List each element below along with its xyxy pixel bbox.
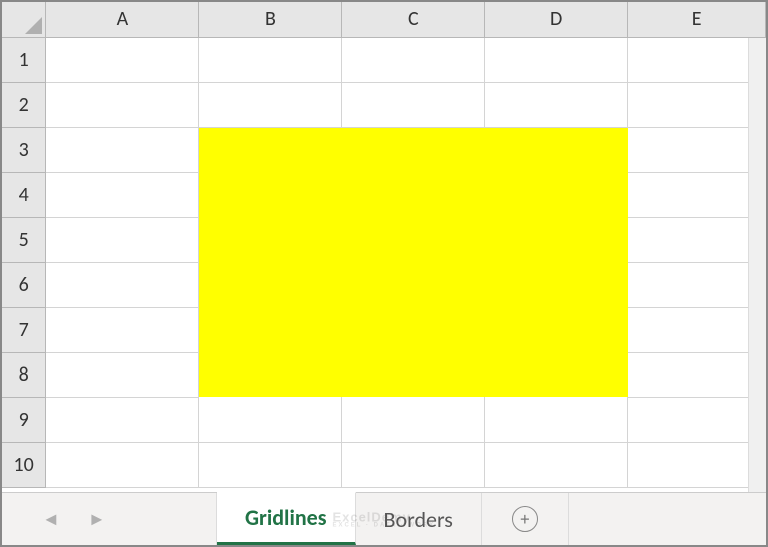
spreadsheet-grid[interactable]: A B C D E 1 2 3 4 5 6 7 8 9 10 (2, 2, 766, 492)
select-all-corner[interactable] (2, 2, 46, 37)
cell[interactable] (342, 37, 485, 82)
column-header[interactable]: A (46, 2, 199, 37)
cell[interactable] (485, 37, 628, 82)
sheet-tab-bar: ◄ ► Gridlines Borders + ExcelDemy EXCEL … (2, 492, 766, 545)
column-header[interactable]: B (199, 2, 342, 37)
cell[interactable] (342, 442, 485, 487)
cell[interactable] (628, 127, 766, 172)
cell[interactable] (485, 397, 628, 442)
cell-highlighted[interactable] (485, 352, 628, 397)
cell-highlighted[interactable] (485, 307, 628, 352)
cell[interactable] (628, 217, 766, 262)
sheet-tab-borders[interactable]: Borders (356, 493, 482, 545)
cell[interactable] (199, 397, 342, 442)
cell[interactable] (628, 352, 766, 397)
column-header[interactable]: E (628, 2, 766, 37)
cell-highlighted[interactable] (342, 307, 485, 352)
cell[interactable] (628, 82, 766, 127)
cell[interactable] (199, 82, 342, 127)
cell[interactable] (46, 397, 199, 442)
sheet-tab-gridlines[interactable]: Gridlines (217, 492, 356, 545)
sheet-nav: ◄ ► (2, 493, 217, 545)
cell[interactable] (46, 82, 199, 127)
cell-highlighted[interactable] (199, 352, 342, 397)
cell-highlighted[interactable] (485, 262, 628, 307)
column-header[interactable]: D (485, 2, 628, 37)
plus-icon: + (512, 506, 538, 532)
cell[interactable] (485, 442, 628, 487)
cell-highlighted[interactable] (485, 217, 628, 262)
cell-highlighted[interactable] (199, 262, 342, 307)
cell[interactable] (628, 262, 766, 307)
cell-highlighted[interactable] (342, 262, 485, 307)
vertical-scrollbar[interactable] (748, 38, 766, 492)
cell-highlighted[interactable] (485, 172, 628, 217)
cell-highlighted[interactable] (199, 307, 342, 352)
cell[interactable] (46, 352, 199, 397)
row-header[interactable]: 4 (2, 172, 46, 217)
cell[interactable] (46, 262, 199, 307)
row-header[interactable]: 2 (2, 82, 46, 127)
cell[interactable] (628, 307, 766, 352)
cell[interactable] (199, 37, 342, 82)
cell-highlighted[interactable] (199, 217, 342, 262)
cell[interactable] (628, 172, 766, 217)
cell[interactable] (485, 82, 628, 127)
row-header[interactable]: 7 (2, 307, 46, 352)
cell[interactable] (46, 172, 199, 217)
cell[interactable] (46, 217, 199, 262)
cell[interactable] (46, 37, 199, 82)
cell-highlighted[interactable] (342, 127, 485, 172)
row-header[interactable]: 6 (2, 262, 46, 307)
row-header[interactable]: 5 (2, 217, 46, 262)
cell[interactable] (46, 127, 199, 172)
cell-highlighted[interactable] (485, 127, 628, 172)
cell[interactable] (342, 82, 485, 127)
cell-highlighted[interactable] (342, 172, 485, 217)
column-header[interactable]: C (342, 2, 485, 37)
cell[interactable] (628, 442, 766, 487)
cell-highlighted[interactable] (199, 127, 342, 172)
new-sheet-button[interactable]: + (482, 493, 569, 545)
cell-highlighted[interactable] (342, 352, 485, 397)
cell[interactable] (342, 397, 485, 442)
row-header[interactable]: 8 (2, 352, 46, 397)
cell[interactable] (628, 397, 766, 442)
cell-highlighted[interactable] (342, 217, 485, 262)
sheet-tab-label: Borders (384, 506, 453, 533)
cell[interactable] (46, 307, 199, 352)
cell[interactable] (628, 37, 766, 82)
row-header[interactable]: 10 (2, 442, 46, 487)
cell[interactable] (199, 442, 342, 487)
row-header[interactable]: 1 (2, 37, 46, 82)
next-sheet-icon[interactable]: ► (88, 508, 106, 530)
row-header[interactable]: 9 (2, 397, 46, 442)
cell-highlighted[interactable] (199, 172, 342, 217)
row-header[interactable]: 3 (2, 127, 46, 172)
cell[interactable] (46, 442, 199, 487)
prev-sheet-icon[interactable]: ◄ (42, 508, 60, 530)
sheet-tab-label: Gridlines (245, 504, 327, 531)
